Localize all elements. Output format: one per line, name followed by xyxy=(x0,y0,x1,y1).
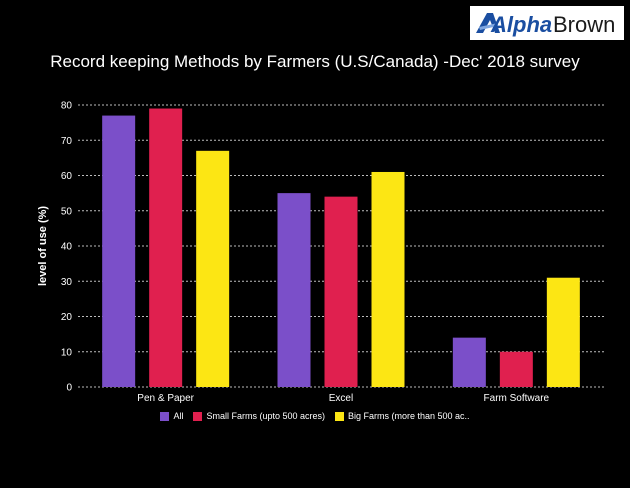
bar xyxy=(499,351,533,387)
chart-legend: All Small Farms (upto 500 acres) Big Farms… xyxy=(0,411,630,421)
y-tick-label: 70 xyxy=(61,136,73,147)
bar xyxy=(324,196,358,387)
bar xyxy=(371,171,405,387)
legend-label: All xyxy=(173,411,184,421)
legend-label: Big Farms (more than 500 ac.. xyxy=(348,411,470,421)
y-tick-label: 60 xyxy=(61,171,73,182)
y-tick-label: 40 xyxy=(61,242,73,253)
legend-label: Small Farms (upto 500 acres) xyxy=(206,411,325,421)
x-tick-label: Excel xyxy=(329,393,353,404)
bar xyxy=(149,108,183,388)
chart-title: Record keeping Methods by Farmers (U.S/C… xyxy=(50,52,580,71)
alphabrown-logo-mark: Alpha Brown xyxy=(476,12,615,37)
alphabrown-logo: Alpha Brown xyxy=(470,6,624,40)
legend-item: All xyxy=(160,411,183,421)
logo-text-alpha: Alpha xyxy=(490,12,552,37)
legend-swatch xyxy=(335,411,344,421)
legend-swatch xyxy=(160,411,170,421)
x-tick-label: Farm Software xyxy=(484,393,550,404)
bar xyxy=(102,115,136,387)
y-tick-label: 80 xyxy=(61,101,73,112)
y-tick-label: 0 xyxy=(66,383,72,394)
y-axis-label: level of use (%) xyxy=(37,206,49,286)
y-tick-label: 30 xyxy=(61,277,73,288)
y-tick-label: 10 xyxy=(61,347,73,358)
x-tick-label: Pen & Paper xyxy=(137,393,194,404)
legend-swatch xyxy=(193,411,203,421)
legend-item: Big Farms (more than 500 ac.. xyxy=(335,411,470,421)
bar xyxy=(452,337,486,387)
logo-text-brown: Brown xyxy=(553,12,615,37)
y-tick-label: 20 xyxy=(61,312,73,323)
bar xyxy=(196,150,230,387)
legend-item: Small Farms (upto 500 acres) xyxy=(193,411,325,421)
y-tick-label: 50 xyxy=(61,206,73,217)
bar xyxy=(546,277,580,387)
bar xyxy=(277,193,311,387)
